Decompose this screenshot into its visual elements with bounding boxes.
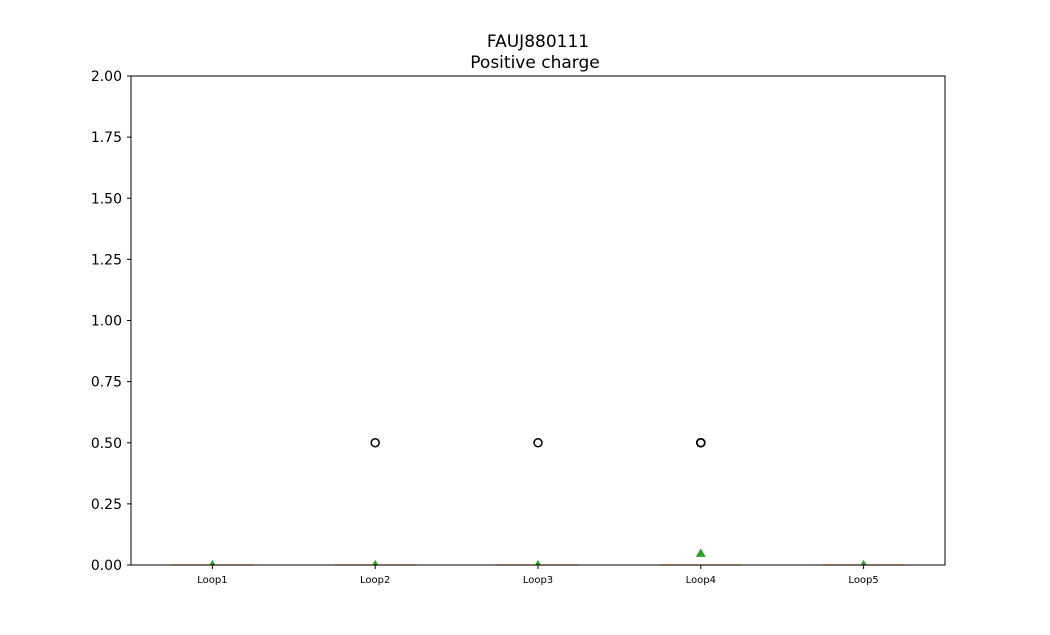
mean-marker-Loop2 — [372, 559, 379, 565]
chart-subtitle: Positive charge — [470, 53, 599, 73]
outlier-Loop3 — [533, 438, 543, 448]
y-tick-label: 1.50 — [91, 191, 122, 207]
y-tick-label: 1.25 — [91, 252, 122, 268]
x-tick-label: Loop4 — [686, 575, 716, 586]
chart-title: FAUJ880111 — [487, 32, 589, 52]
x-tick-label: Loop1 — [197, 575, 227, 586]
mean-marker-Loop1 — [209, 559, 216, 565]
x-tick-label: Loop2 — [360, 575, 390, 586]
y-tick-label: 0.50 — [91, 436, 122, 452]
y-tick-label: 2.00 — [91, 69, 122, 85]
mean-marker-Loop3 — [535, 559, 541, 565]
mean-marker-Loop5 — [860, 559, 867, 565]
x-tick-label: Loop5 — [848, 575, 878, 586]
y-tick-label: 1.75 — [91, 130, 122, 146]
y-tick-label: 0.25 — [91, 497, 122, 513]
outlier-Loop2 — [370, 438, 380, 448]
mean-marker-Loop4 — [695, 548, 706, 557]
axes-frame — [130, 75, 946, 566]
y-tick-label: 0.75 — [91, 375, 122, 391]
plot-area: 0.00 0.25 0.50 0.75 1.00 1.25 1.50 1.75 2.00 Loop… — [91, 69, 905, 586]
y-tick-label: 0.00 — [91, 558, 122, 574]
outlier-Loop4 — [696, 438, 706, 448]
y-tick-label: 1.00 — [91, 314, 122, 330]
x-tick-label: Loop3 — [523, 575, 553, 586]
